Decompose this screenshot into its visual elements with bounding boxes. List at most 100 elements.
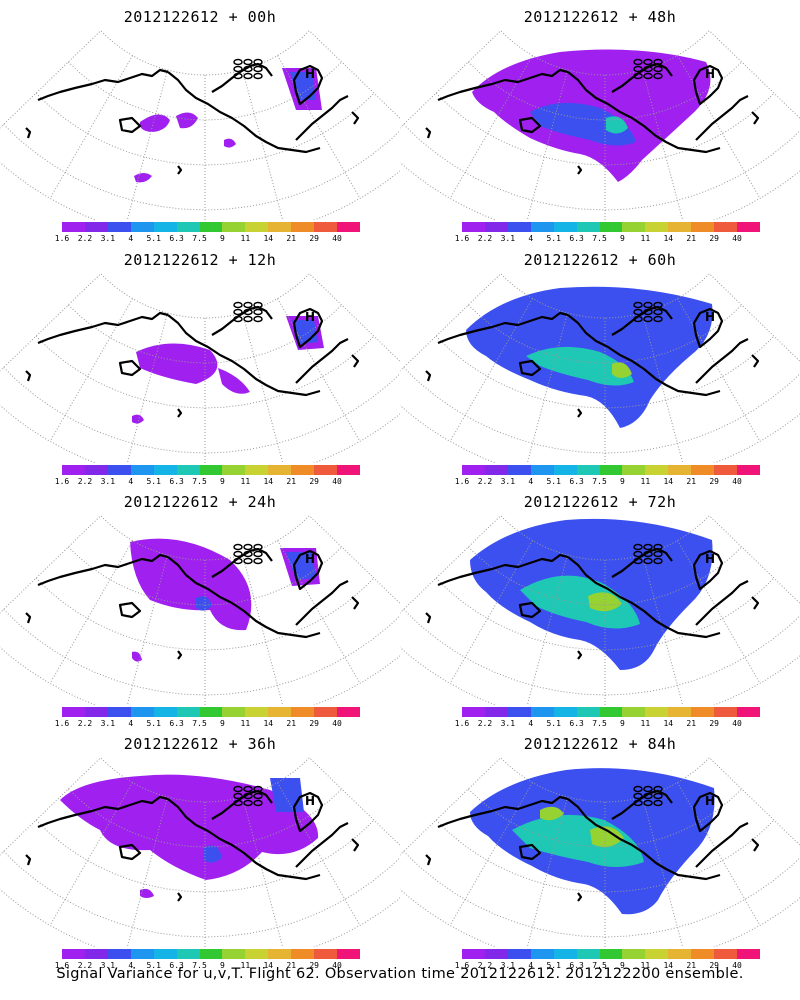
colorbar-segment [130,707,154,717]
colorbar-segment [176,707,200,717]
colorbar-tick-label: 14 [663,477,674,486]
colorbar-segment [268,222,292,232]
colorbar-tick-label: 14 [263,477,274,486]
variance-region [196,596,212,611]
colorbar-tick-label: 4 [528,234,534,243]
colorbar-segment [291,949,315,959]
colorbar-labels: 1.6 2.2 3.1 4 5.1 6.3 7.5 9 11 14 21 29 40 [455,961,760,971]
colorbar-tick-label: 4 [528,477,534,486]
coastline [177,892,183,902]
island [643,315,653,323]
coastline [695,95,749,141]
colorbar-segment [645,465,669,475]
colorbar-segment [268,707,292,717]
colorbar-tick-label: 1.6 [454,961,470,970]
colorbar-segment [576,465,600,475]
polar-map: H [0,30,400,220]
colorbar-tick-label: 14 [263,719,274,728]
colorbar-segment [84,949,108,959]
colorbar-tick-label: 4 [528,719,534,728]
longitude-line [449,298,533,442]
colorbar-tick-label: 40 [332,961,342,970]
coastline [611,62,673,93]
colorbar-tick-label: 40 [332,234,342,243]
colorbar-segment [714,949,738,959]
coastline [567,71,721,154]
colorbar-segment [668,465,692,475]
colorbar-segment [645,707,669,717]
island [633,557,643,565]
longitude-line [277,55,361,199]
island [233,65,243,73]
longitude-line [126,554,168,705]
colorbar-tick-label: 29 [309,477,319,486]
colorbar-tick-label: 1.6 [54,719,70,728]
colorbar [62,707,360,717]
colorbar-segment [314,465,338,475]
coastline [692,791,724,833]
coastline [425,127,432,139]
map-marker-label: H [305,310,315,324]
colorbar-segment [62,949,85,959]
colorbar-segment [291,707,315,717]
colorbar-tick-label: 9 [620,234,625,243]
colorbar [462,707,760,717]
colorbar-tick-label: 9 [220,719,225,728]
colorbar-tick-label: 2.2 [77,477,93,486]
coastline [295,580,349,626]
island [243,308,253,316]
colorbar-segment [462,707,485,717]
colorbar-tick-label: 7.5 [592,234,607,243]
colorbar-segment [530,707,554,717]
colorbar-tick-label: 6.3 [569,234,584,243]
colorbar-tick-label: 40 [732,234,742,243]
colorbar-tick-label: 9 [620,719,625,728]
panel-title: 2012122612 + 60h [523,251,677,269]
colorbar-tick-label: 11 [240,719,251,728]
variance-region [224,138,236,148]
coastline [425,370,432,382]
colorbar-segment [714,222,738,232]
panel-title: 2012122612 + 72h [523,493,677,511]
colorbar-tick-label: 7.5 [592,477,607,486]
colorbar-tick-label: 4 [128,477,134,486]
colorbar-segment [553,222,577,232]
colorbar-tick-label: 3.1 [100,719,116,728]
polar-map: H [400,30,800,220]
map-panel: 2012122612 + 36h H 1.6 2.2 3.1 4 5.1 6.3 7.5 9 11 1… [0,727,400,970]
coastline [177,165,183,175]
coastline [518,116,542,134]
panel-title: 2012122612 + 36h [123,735,277,753]
colorbar-segment [622,222,646,232]
variance-region [132,414,144,424]
colorbar-segment [737,222,760,232]
island [633,65,643,73]
colorbar-tick-label: 7.5 [192,477,207,486]
longitude-line [277,298,361,442]
colorbar-tick-label: 7.5 [592,719,607,728]
colorbar-tick-label: 6.3 [169,234,184,243]
colorbar-tick-label: 29 [309,234,319,243]
colorbar-tick-label: 3.1 [100,477,116,486]
colorbar-segment [107,465,131,475]
polar-map: H [400,273,800,463]
colorbar-segment [153,222,177,232]
colorbar-segment [668,949,692,959]
coastline [167,556,321,639]
longitude-line [642,796,684,947]
island [633,315,643,323]
map-border [0,515,400,705]
colorbar-tick-label: 3.1 [500,477,516,486]
panel-title: 2012122612 + 84h [523,735,677,753]
island [653,58,663,66]
colorbar-segment [291,222,315,232]
colorbar-segment [645,222,669,232]
coastline [695,580,749,626]
colorbar [62,949,360,959]
colorbar-segment [599,465,623,475]
colorbar-tick-label: 29 [309,719,319,728]
variance-region [139,114,170,132]
island [643,308,653,316]
colorbar-segment [245,222,269,232]
coastline [692,307,724,349]
